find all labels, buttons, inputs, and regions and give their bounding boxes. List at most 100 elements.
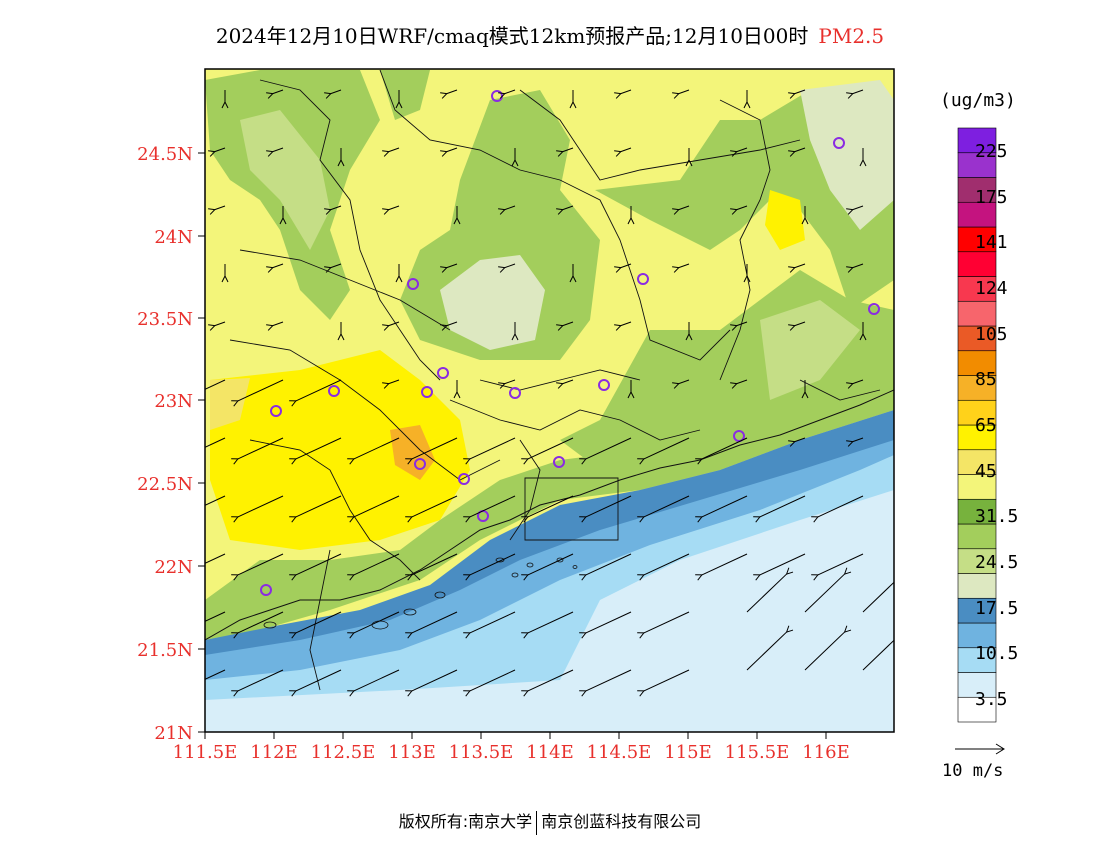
colorbar-unit: (ug/m3) xyxy=(940,90,1016,111)
pm25-zone-lightgreen xyxy=(760,300,860,400)
wind-arrow xyxy=(273,321,284,326)
colorbar-swatch xyxy=(957,325,997,352)
wind-arrow xyxy=(354,611,400,633)
monitoring-stations xyxy=(260,90,880,596)
wind-arrow xyxy=(644,495,690,517)
station-marker xyxy=(637,273,649,285)
wind-arrow xyxy=(238,495,284,517)
wind-arrow xyxy=(412,553,458,575)
wind-arrow xyxy=(737,205,748,210)
colorbar-label: 124 xyxy=(975,278,1008,299)
station-marker xyxy=(407,278,419,290)
pm25-zone-green xyxy=(380,70,430,120)
lon-label: 114E xyxy=(526,742,574,763)
wind-arrow xyxy=(644,437,690,459)
wind-arrow xyxy=(795,263,806,268)
colorbar-label: 3.5 xyxy=(975,689,1008,710)
wind-arrow xyxy=(586,437,632,459)
colorbar-label: 31.5 xyxy=(975,506,1019,528)
wind-arrow xyxy=(853,89,864,94)
colorbar xyxy=(957,127,997,723)
lat-label: 23N xyxy=(154,391,193,412)
wind-arrow xyxy=(447,321,458,326)
wind-arrow xyxy=(505,379,516,384)
wind-arrow xyxy=(412,669,458,691)
colorbar-swatch xyxy=(957,177,997,203)
wind-arrow xyxy=(470,495,516,517)
wind-arrow xyxy=(354,553,400,575)
wind-arrow xyxy=(737,321,748,326)
colorbar-label: 175 xyxy=(975,186,1008,208)
colorbar-label: 85 xyxy=(975,369,997,391)
wind-arrow xyxy=(586,553,632,575)
station-marker xyxy=(421,386,433,398)
wind-arrow xyxy=(238,611,284,633)
colorbar-swatch xyxy=(957,498,997,525)
wind-arrow xyxy=(205,379,226,390)
colorbar-swatch xyxy=(957,375,997,401)
station-marker xyxy=(270,405,282,417)
wind-arrow xyxy=(795,147,806,152)
wind-arrow xyxy=(679,379,690,384)
wind-arrow xyxy=(679,263,690,268)
lon-label: 115.5E xyxy=(725,742,790,763)
station-marker xyxy=(833,137,845,149)
lat-label: 24N xyxy=(154,227,193,248)
colorbar-label: 65 xyxy=(975,415,997,436)
pm25-zone-coastal-green xyxy=(205,380,894,640)
wind-arrow xyxy=(505,205,516,210)
wind-arrow xyxy=(737,147,748,152)
pm25-zone-45 xyxy=(210,378,250,430)
colorbar-swatch xyxy=(957,226,997,253)
axis-ticks xyxy=(198,152,827,739)
wind-arrow xyxy=(644,669,690,691)
map-title: 2024年12月10日WRF/cmaq模式12km预报产品;12月10日00时 P… xyxy=(0,20,1100,49)
wind-arrow xyxy=(862,639,894,671)
longitude-labels: 111.5E 112E 112.5E 113E 113.5E 114E 114.… xyxy=(173,742,850,763)
wind-arrow xyxy=(215,205,226,210)
wind-arrow xyxy=(760,553,806,575)
wind-arrow xyxy=(621,147,632,152)
wind-arrow xyxy=(746,632,787,671)
lon-label: 112E xyxy=(250,742,298,763)
lat-label: 22.5N xyxy=(137,474,193,495)
wind-arrow xyxy=(528,437,574,459)
wind-arrow xyxy=(621,89,632,94)
wind-arrow xyxy=(853,205,864,210)
wind-arrow xyxy=(273,147,284,152)
wind-arrow xyxy=(447,147,458,152)
wind-arrow xyxy=(354,669,400,691)
footer-right: 南京创蓝科技有限公司 xyxy=(541,812,702,831)
wind-arrow xyxy=(273,89,284,94)
colorbar-label: 105 xyxy=(975,323,1008,345)
colorbar-swatch xyxy=(957,474,997,500)
wind-arrow xyxy=(795,437,806,442)
colorbar-label: 24.5 xyxy=(975,552,1019,573)
wind-arrow xyxy=(804,574,845,613)
station-marker xyxy=(733,430,745,442)
station-marker xyxy=(553,456,565,468)
station-marker xyxy=(509,387,521,399)
wind-arrow xyxy=(586,611,632,633)
colorbar-swatch xyxy=(957,622,997,649)
wind-arrow xyxy=(238,669,284,691)
colorbar-label: 225 xyxy=(975,141,1008,162)
station-marker xyxy=(260,584,272,596)
wind-arrow xyxy=(412,495,458,517)
pm25-zone-palegreen xyxy=(800,80,894,230)
wind-arrow xyxy=(470,669,516,691)
wind-arrow xyxy=(389,379,400,384)
colorbar-swatch xyxy=(957,523,997,550)
wind-arrow xyxy=(586,669,632,691)
latitude-labels: 24.5N 24N 23.5N 23N 22.5N 22N 21.5N 21N xyxy=(137,144,193,744)
wind-arrow xyxy=(205,553,226,564)
wind-arrow xyxy=(818,553,864,575)
wind-arrow xyxy=(644,553,690,575)
wind-arrow xyxy=(737,379,748,384)
wind-arrow xyxy=(205,437,226,448)
lat-label: 23.5N xyxy=(137,309,193,330)
lon-label: 116E xyxy=(802,742,850,763)
colorbar-swatch xyxy=(957,399,997,426)
wind-arrow xyxy=(447,263,458,268)
